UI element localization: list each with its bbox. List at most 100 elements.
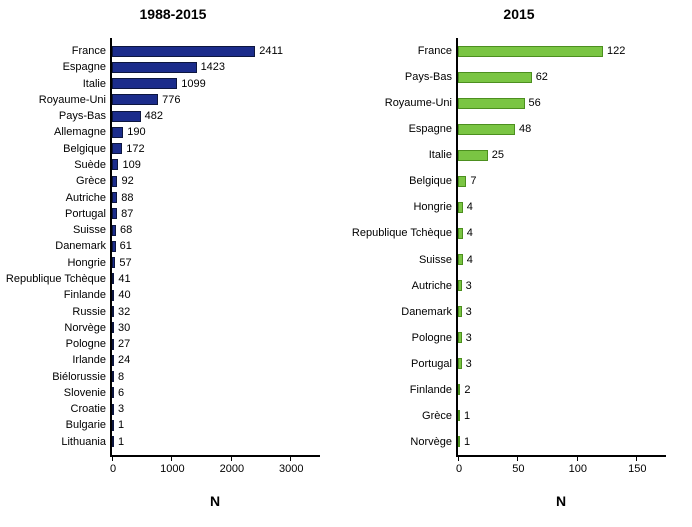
category-label: Pays-Bas <box>2 110 112 122</box>
x-axis-title: N <box>456 493 666 509</box>
category-label: France <box>348 45 458 57</box>
bar-row: Danemark3 <box>458 305 666 319</box>
bar <box>458 124 515 135</box>
category-label: Norvège <box>348 436 458 448</box>
bar-value: 8 <box>114 371 124 383</box>
chart-title: 2015 <box>346 6 692 22</box>
x-tick-label: 1000 <box>160 463 184 475</box>
category-label: Republique Tchèque <box>2 273 112 285</box>
bar-row: Danemark61 <box>112 239 320 253</box>
bar-row: Espagne1423 <box>112 60 320 74</box>
bar-row: Republique Tchèque4 <box>458 226 666 240</box>
bar-value: 6 <box>114 387 124 399</box>
figure: 1988-2015 France2411Espagne1423Italie109… <box>0 0 692 527</box>
bar-value: 2411 <box>255 45 283 57</box>
category-label: Portugal <box>2 208 112 220</box>
bar-value: 4 <box>463 227 473 239</box>
x-tick: 1000 <box>171 455 172 461</box>
bar-value: 32 <box>114 306 130 318</box>
category-label: Russie <box>2 306 112 318</box>
bar-value: 30 <box>114 322 130 334</box>
category-label: Portugal <box>348 358 458 370</box>
plot-area: France122Pays-Bas62Royaume-Uni56Espagne4… <box>456 38 666 457</box>
bar-row: Russie32 <box>112 305 320 319</box>
category-label: Irlande <box>2 354 112 366</box>
category-label: Biélorussie <box>2 371 112 383</box>
bar-value: 41 <box>114 273 130 285</box>
bar <box>458 72 532 83</box>
bar-row: Suisse4 <box>458 253 666 267</box>
bar-value: 1099 <box>177 78 205 90</box>
bar-row: Norvège1 <box>458 435 666 449</box>
bar <box>458 176 466 187</box>
x-tick: 2000 <box>231 455 232 461</box>
bar-row: Grèce1 <box>458 409 666 423</box>
bar-row: Croatie3 <box>112 402 320 416</box>
chart-title: 1988-2015 <box>0 6 346 22</box>
bar-row: Allemagne190 <box>112 125 320 139</box>
bars-container: France2411Espagne1423Italie1099Royaume-U… <box>112 44 320 449</box>
bar-row: France2411 <box>112 44 320 58</box>
bar <box>112 143 122 154</box>
category-label: Hongrie <box>348 201 458 213</box>
bar-value: 57 <box>115 257 131 269</box>
bar-row: Autriche3 <box>458 279 666 293</box>
bar <box>112 127 123 138</box>
category-label: Autriche <box>348 280 458 292</box>
bar-row: Hongrie4 <box>458 200 666 214</box>
bar-value: 24 <box>114 354 130 366</box>
bar-row: Pologne27 <box>112 337 320 351</box>
category-label: Royaume-Uni <box>348 97 458 109</box>
bar <box>112 111 141 122</box>
bar-value: 40 <box>114 289 130 301</box>
bar <box>458 98 525 109</box>
category-label: Belgique <box>2 143 112 155</box>
bar-row: Finlande40 <box>112 288 320 302</box>
x-tick-label: 100 <box>569 463 587 475</box>
x-tick: 150 <box>636 455 637 461</box>
bar-row: France122 <box>458 44 666 58</box>
bar-row: Pologne3 <box>458 331 666 345</box>
bar-value: 3 <box>462 280 472 292</box>
bar-value: 3 <box>462 332 472 344</box>
bar-value: 1423 <box>197 61 225 73</box>
category-label: Suisse <box>2 224 112 236</box>
bar-value: 190 <box>123 126 145 138</box>
bar-value: 92 <box>117 175 133 187</box>
bar-row: Irlande24 <box>112 353 320 367</box>
x-tick-label: 2000 <box>220 463 244 475</box>
bar <box>112 94 158 105</box>
x-ticks: 0100020003000 <box>112 455 320 461</box>
category-label: Italie <box>348 149 458 161</box>
bar-row: Norvège30 <box>112 321 320 335</box>
bar-value: 3 <box>114 403 124 415</box>
category-label: Italie <box>2 78 112 90</box>
bar-value: 109 <box>118 159 140 171</box>
bar-value: 1 <box>460 410 470 422</box>
bar-value: 4 <box>463 201 473 213</box>
bars-container: France122Pays-Bas62Royaume-Uni56Espagne4… <box>458 44 666 449</box>
bar-value: 88 <box>117 192 133 204</box>
category-label: Danemark <box>348 306 458 318</box>
bar-value: 7 <box>466 175 476 187</box>
bar <box>112 78 177 89</box>
bar-value: 3 <box>462 306 472 318</box>
bar-row: Italie1099 <box>112 77 320 91</box>
category-label: Danemark <box>2 240 112 252</box>
bar-value: 1 <box>114 419 124 431</box>
bar-value: 3 <box>462 358 472 370</box>
category-label: Finlande <box>348 384 458 396</box>
x-tick-label: 0 <box>110 463 116 475</box>
bar-row: Hongrie57 <box>112 256 320 270</box>
panel-2015: 2015 France122Pays-Bas62Royaume-Uni56Esp… <box>346 0 692 527</box>
x-tick: 100 <box>577 455 578 461</box>
bar <box>458 150 488 161</box>
category-label: Norvège <box>2 322 112 334</box>
bar-row: Finlande2 <box>458 383 666 397</box>
bar-value: 1 <box>460 436 470 448</box>
bar-value: 87 <box>117 208 133 220</box>
x-tick: 50 <box>517 455 518 461</box>
category-label: Suède <box>2 159 112 171</box>
bar <box>458 46 603 57</box>
bar-value: 25 <box>488 149 504 161</box>
